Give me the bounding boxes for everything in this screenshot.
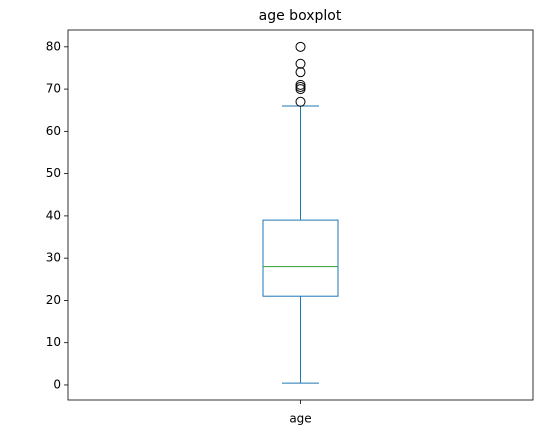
flier — [295, 81, 306, 92]
flier — [295, 58, 306, 69]
chart-title: age boxplot — [259, 8, 342, 24]
x-tick-label: age — [289, 412, 311, 426]
y-tick-label: 20 — [46, 293, 61, 307]
y-tick-label: 30 — [46, 251, 61, 265]
flier — [295, 84, 306, 95]
y-tick-label: 50 — [46, 166, 61, 180]
plot-frame — [67, 29, 534, 401]
box — [262, 219, 339, 297]
y-tick-label: 60 — [46, 124, 61, 138]
flier — [295, 41, 306, 52]
y-tick-label: 0 — [53, 377, 61, 391]
flier — [295, 96, 306, 107]
flier — [295, 67, 306, 78]
y-tick-label: 80 — [46, 39, 61, 53]
y-tick-label: 70 — [46, 82, 61, 96]
y-tick-label: 10 — [46, 335, 61, 349]
y-tick-label: 40 — [46, 208, 61, 222]
